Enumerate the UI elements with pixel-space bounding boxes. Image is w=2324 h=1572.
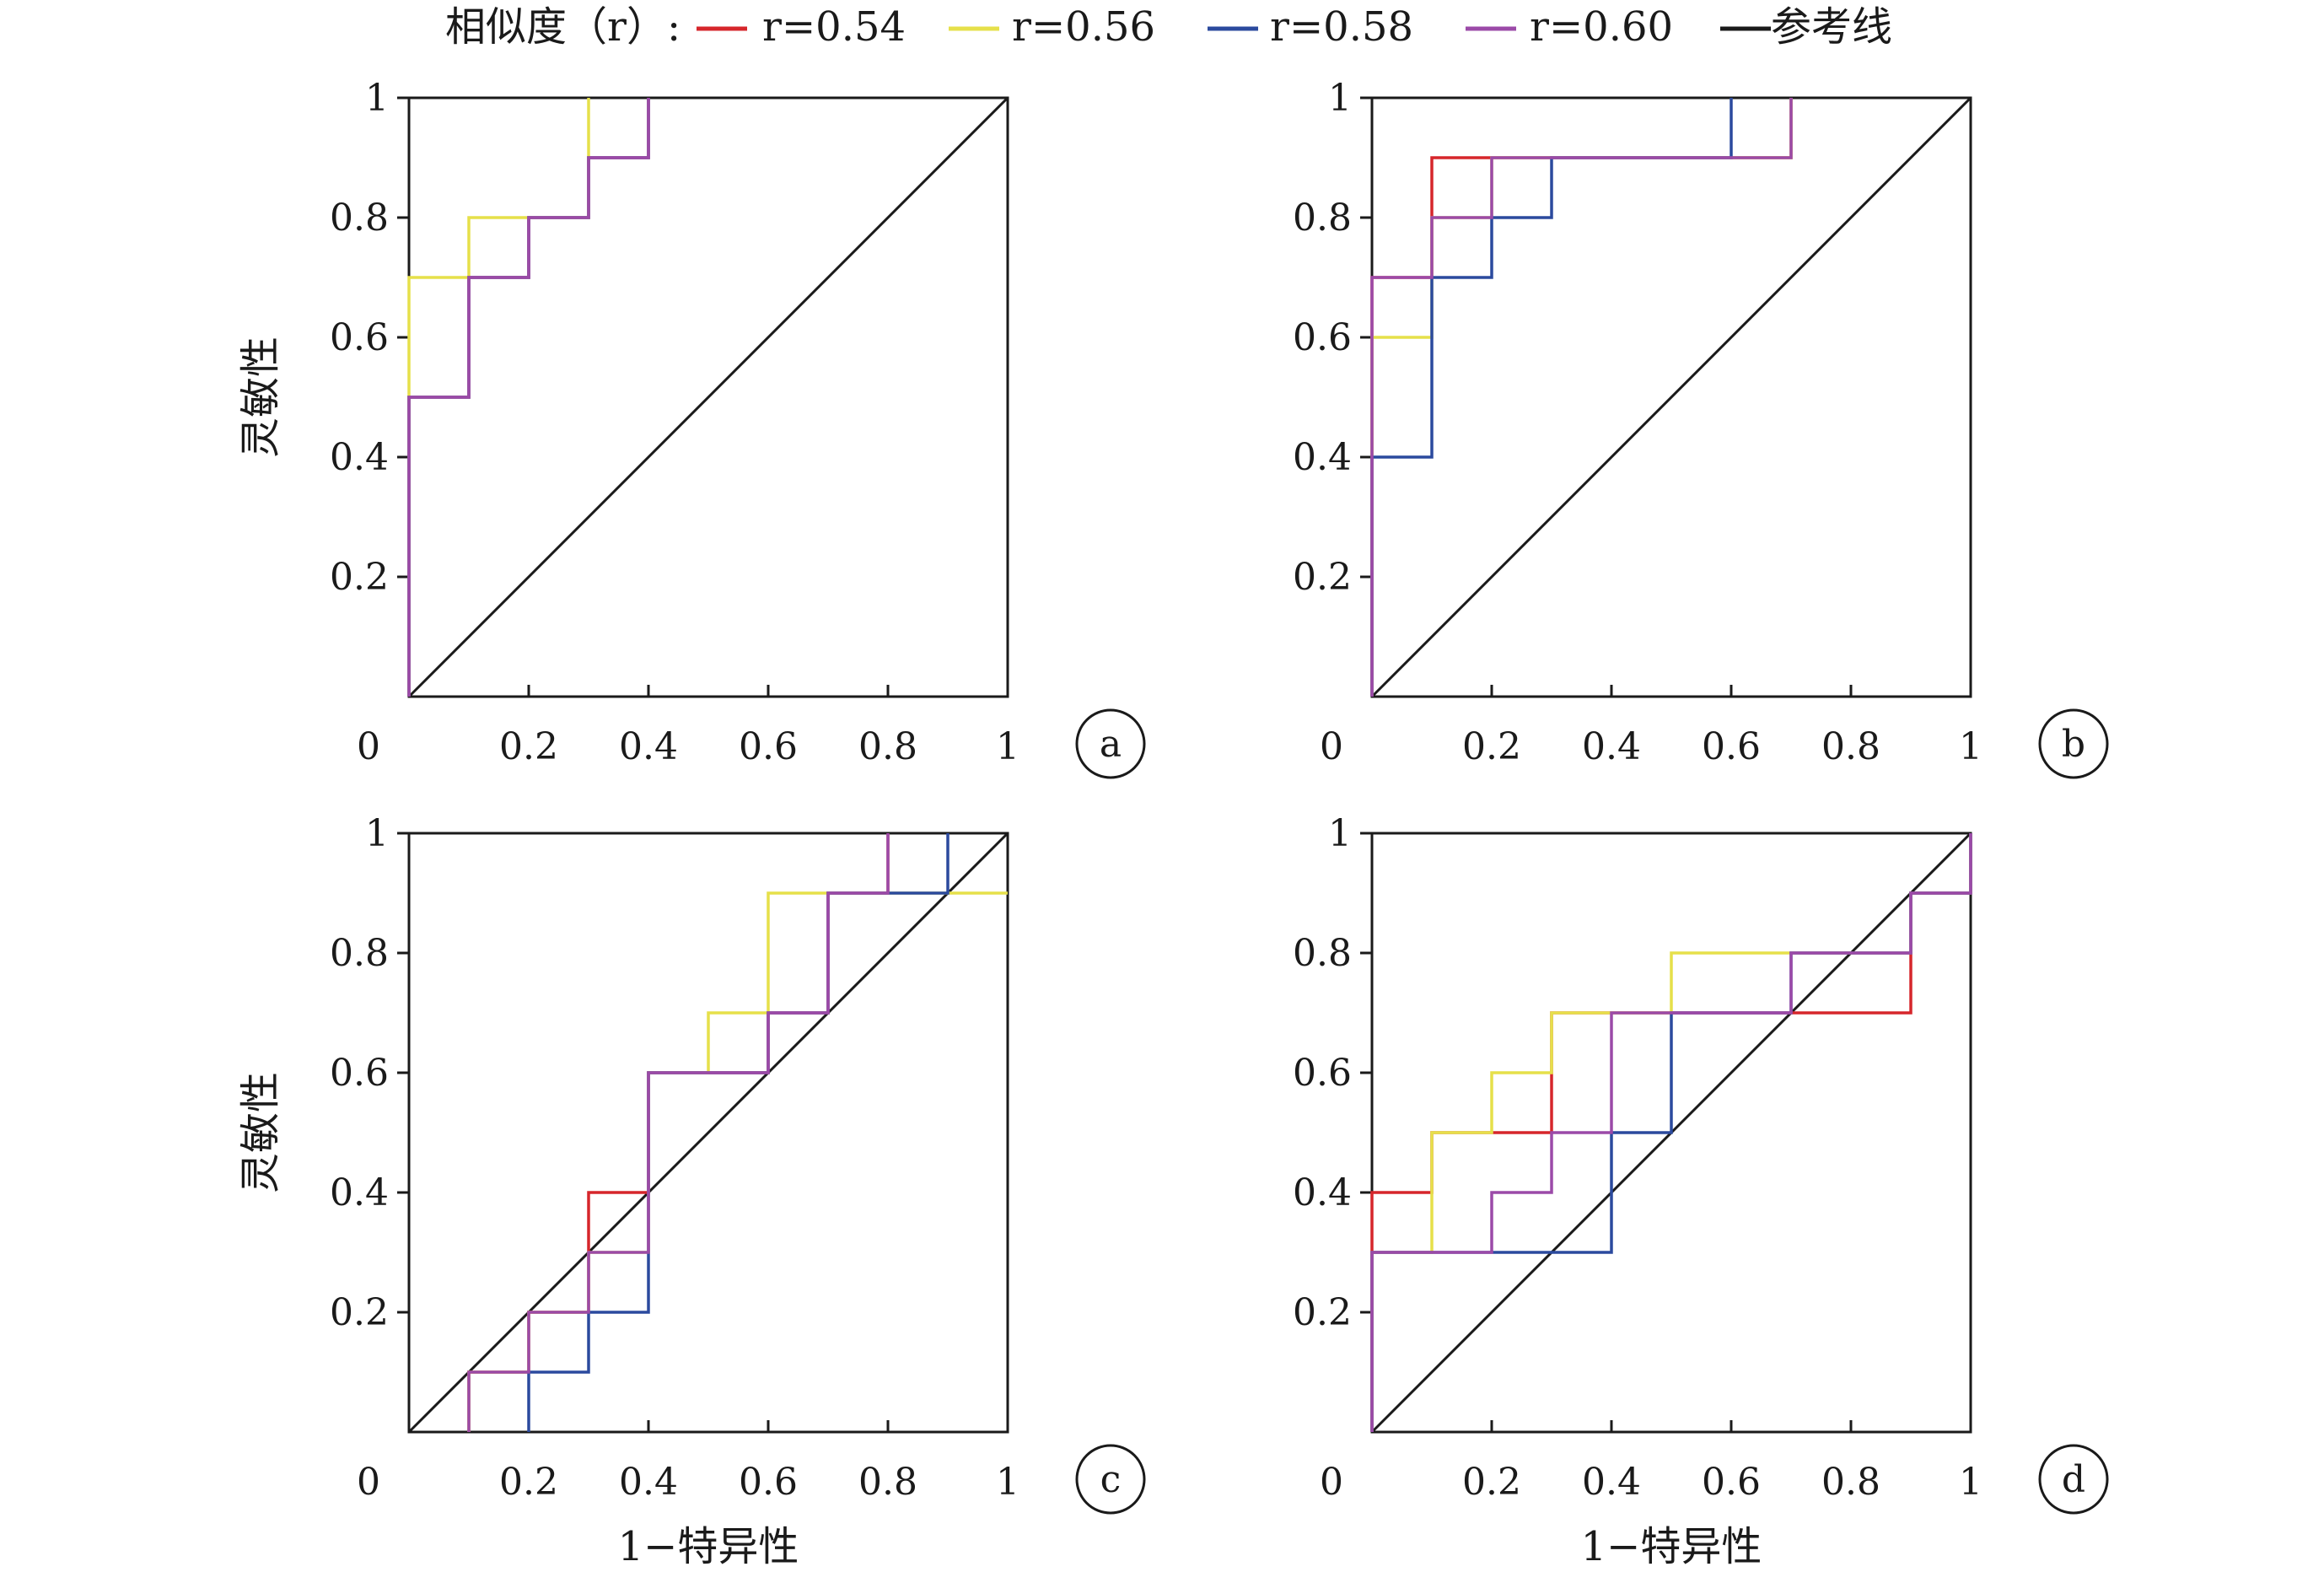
x-tick-label: 0.6	[739, 1461, 798, 1504]
panel-d: 1 0.8 0.6 0.4 0.2 0 0.2 0.4 0.6 0.8 1 1−特异性 d	[1293, 812, 2109, 1570]
x-tick-label: 0.2	[499, 725, 558, 768]
roc-curve-r=0.54	[1370, 98, 1793, 697]
legend-label-2: r=0.58	[1270, 3, 1413, 51]
y-tick-label: 0.2	[330, 1291, 389, 1334]
panel-b: 1 0.8 0.6 0.4 0.2 0 0.2 0.4 0.6 0.8 1 b	[1293, 77, 2109, 779]
panel-letter: c	[1100, 1458, 1122, 1501]
y-tick-label: 0.8	[1293, 196, 1352, 240]
plot-frame	[407, 832, 1009, 1434]
legend-label-3: r=0.60	[1530, 3, 1673, 51]
x-tick-label: 1	[996, 725, 1019, 768]
panel-letter: d	[2062, 1458, 2085, 1501]
roc-curve-r=0.58	[527, 833, 950, 1432]
x-tick-label: 0.8	[858, 725, 917, 768]
panel-letter: a	[1100, 723, 1122, 766]
reference-line	[407, 96, 1009, 698]
panel-letter-circle	[1075, 708, 1146, 779]
x-tick-label: 0.8	[1821, 1461, 1880, 1504]
panel-c: 1 0.8 0.6 0.4 0.2 0 0.2 0.4 0.6 0.8 1 灵敏性 1−特异性 c	[237, 812, 1146, 1570]
x-tick-label: 1	[1959, 1461, 1982, 1504]
x-tick-label: 0.2	[1462, 1461, 1521, 1504]
x-tick-label: 1	[996, 1461, 1019, 1504]
x-tick-label: 0	[357, 1461, 380, 1504]
y-tick-label: 1	[1328, 77, 1352, 120]
x-tick-label: 0.4	[619, 1461, 678, 1504]
y-tick-label: 0.6	[330, 1052, 389, 1095]
roc-curve-r=0.56	[1370, 98, 1793, 697]
y-tick-label: 0.8	[1293, 932, 1352, 975]
panels: 1 0.8 0.6 0.4 0.2 0 0.2 0.4 0.6 0.8 1 灵敏性 a 1 0.8 0.6 0.…	[237, 77, 2109, 1570]
x-tick-label: 0.2	[499, 1461, 558, 1504]
panel-letter-circle	[2038, 1444, 2109, 1515]
y-tick-label: 0.2	[330, 556, 389, 599]
y-tick-label: 0.2	[1293, 556, 1352, 599]
y-tick-label: 0.6	[330, 316, 389, 359]
roc-curve-r=0.60	[467, 833, 890, 1432]
x-tick-label: 0.6	[1702, 725, 1761, 768]
y-tick-label: 1	[1328, 812, 1352, 855]
roc-curve-r=0.58	[1370, 98, 1733, 697]
y-tick-label: 1	[365, 77, 389, 120]
x-tick-label: 0.8	[858, 1461, 917, 1504]
y-axis-title: 灵敏性	[237, 336, 284, 458]
y-tick-label: 0.8	[330, 932, 389, 975]
y-tick-label: 0.4	[330, 436, 389, 479]
y-tick-label: 0.4	[1293, 436, 1352, 479]
roc-curve-r=0.60	[407, 98, 650, 697]
reference-line	[1370, 96, 1972, 698]
legend-label-1: r=0.56	[1012, 3, 1155, 51]
x-tick-label: 0.4	[1582, 725, 1641, 768]
x-axis-title: 1−特异性	[618, 1523, 799, 1570]
y-tick-label: 0.4	[330, 1171, 389, 1214]
x-tick-label: 1	[1959, 725, 1982, 768]
legend-label-0: r=0.54	[762, 3, 906, 51]
y-tick-label: 0.6	[1293, 1052, 1352, 1095]
roc-curve-r=0.60	[1370, 98, 1793, 697]
roc-curve-r=0.60	[1370, 833, 1972, 1432]
x-tick-label: 0.4	[1582, 1461, 1641, 1504]
y-tick-label: 0.6	[1293, 316, 1352, 359]
y-tick-label: 0.8	[330, 196, 389, 240]
legend-prefix: 相似度（r）:	[445, 3, 681, 51]
legend: 相似度（r）: r=0.54 r=0.56 r=0.58 r=0.60 参考线	[445, 3, 1892, 51]
x-tick-label: 0	[357, 725, 380, 768]
panel-letter-circle	[1075, 1444, 1146, 1515]
y-axis-title: 灵敏性	[237, 1072, 284, 1193]
x-tick-label: 0.6	[739, 725, 798, 768]
x-tick-label: 0.8	[1821, 725, 1880, 768]
x-tick-label: 0.4	[619, 725, 678, 768]
x-tick-label: 0	[1320, 725, 1343, 768]
y-tick-label: 0.4	[1293, 1171, 1352, 1214]
x-tick-label: 0.2	[1462, 725, 1521, 768]
x-tick-label: 0.6	[1702, 1461, 1761, 1504]
roc-curve-r=0.56	[467, 891, 1008, 1432]
panel-letter: b	[2062, 723, 2085, 766]
reference-line	[407, 832, 1009, 1434]
roc-curve-r=0.54	[467, 833, 890, 1432]
panel-a: 1 0.8 0.6 0.4 0.2 0 0.2 0.4 0.6 0.8 1 灵敏性 a	[237, 77, 1146, 779]
x-tick-label: 0	[1320, 1461, 1343, 1504]
plot-frame	[1370, 832, 1972, 1434]
y-tick-label: 0.2	[1293, 1291, 1352, 1334]
panel-letter-circle	[2038, 708, 2109, 779]
y-tick-label: 1	[365, 812, 389, 855]
legend-label-4: 参考线	[1771, 3, 1892, 51]
x-axis-title: 1−特异性	[1581, 1523, 1762, 1570]
